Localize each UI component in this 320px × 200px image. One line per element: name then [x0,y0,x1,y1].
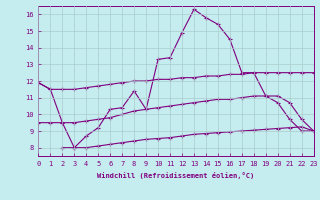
X-axis label: Windchill (Refroidissement éolien,°C): Windchill (Refroidissement éolien,°C) [97,172,255,179]
